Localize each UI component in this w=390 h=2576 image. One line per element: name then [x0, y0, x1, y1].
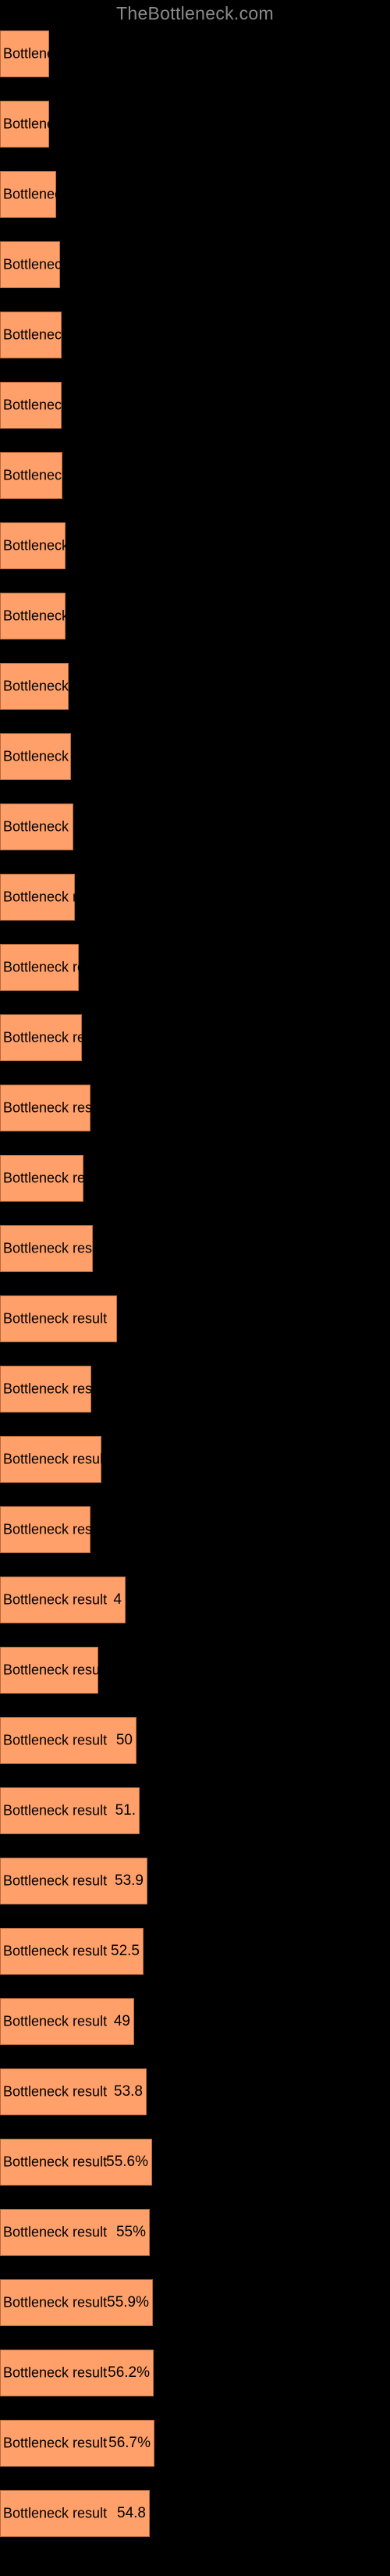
chart-row: Bottleneck result53.8 [0, 2068, 390, 2115]
bar-value-label: 55.6% [106, 2154, 151, 2171]
chart-bar: 51. [0, 1787, 140, 1834]
chart-bar: 4 [0, 1577, 126, 1623]
chart-bar [0, 733, 71, 780]
chart-bar: 50 [0, 1717, 136, 1764]
chart-row: Bottleneck result [0, 312, 390, 358]
bar-value-label: 56.2% [108, 2364, 153, 2382]
bar-value-label: 53.9 [115, 1872, 147, 1890]
chart-row: Bottleneck result [0, 593, 390, 640]
chart-row: Bottleneck result [0, 1366, 390, 1413]
bar-value-label: 56.7% [108, 2435, 154, 2452]
chart-bar: 55.6% [0, 2139, 152, 2186]
bar-value-label: 50 [116, 1732, 136, 1749]
chart-bar: 55% [0, 2209, 150, 2256]
bar-value-label: 52.5 [111, 1943, 143, 1960]
chart-row: Bottleneck result [0, 30, 390, 77]
chart-row: Bottleneck result55% [0, 2209, 390, 2256]
chart-row: Bottleneck result [0, 874, 390, 921]
chart-bar [0, 312, 62, 358]
bar-value-label: 54.8 [117, 2505, 149, 2522]
chart-bar: 52.5 [0, 1928, 144, 1975]
chart-bar: 56.2% [0, 2350, 154, 2396]
bar-value-label: 55.9% [107, 2294, 152, 2311]
chart-bar [0, 1295, 117, 1342]
bottleneck-bar-chart: Bottleneck result Bottleneck result Bottle… [0, 30, 390, 2576]
chart-bar: 54.8 [0, 2490, 150, 2537]
chart-row: Bottleneck result [0, 1295, 390, 1342]
chart-row: Bottleneck result [0, 101, 390, 148]
chart-row: Bottleneck result [0, 1436, 390, 1483]
chart-row: Bottleneck result [0, 171, 390, 218]
page-header: TheBottleneck.com [0, 0, 390, 30]
chart-row: Bottleneck result4 [0, 1577, 390, 1623]
chart-bar [0, 522, 66, 569]
chart-bar [0, 1014, 82, 1061]
chart-bar [0, 663, 69, 710]
chart-row: Bottleneck result [0, 452, 390, 499]
chart-row: Bottleneck result [0, 1647, 390, 1694]
chart-bar [0, 1085, 90, 1131]
chart-bar [0, 1366, 91, 1413]
chart-row: Bottleneck result [0, 733, 390, 780]
chart-bar [0, 101, 49, 148]
chart-bar: 56.7% [0, 2420, 154, 2467]
chart-bar [0, 1647, 98, 1694]
chart-row: Bottleneck result [0, 1225, 390, 1272]
chart-bar [0, 944, 79, 991]
chart-bar: 49 [0, 1998, 134, 2045]
chart-row: Bottleneck result [0, 1085, 390, 1131]
chart-row: Bottleneck result50 [0, 1717, 390, 1764]
chart-row: Bottleneck result53.9 [0, 1858, 390, 1904]
chart-bar [0, 803, 73, 850]
chart-row: Bottleneck result51. [0, 1787, 390, 1834]
chart-bar [0, 1436, 101, 1483]
site-title: TheBottleneck.com [116, 3, 274, 23]
chart-bar [0, 1225, 93, 1272]
chart-row: Bottleneck result [0, 803, 390, 850]
chart-bar: 53.8 [0, 2068, 147, 2115]
chart-bar [0, 30, 49, 77]
chart-row: Bottleneck result [0, 522, 390, 569]
chart-bar [0, 171, 56, 218]
chart-row: Bottleneck result55.6% [0, 2139, 390, 2186]
chart-row: Bottleneck result [0, 1014, 390, 1061]
chart-row: Bottleneck result56.2% [0, 2350, 390, 2396]
chart-bar: 53.9 [0, 1858, 147, 1904]
chart-row: Bottleneck result52.5 [0, 1928, 390, 1975]
chart-row: Bottleneck result49 [0, 1998, 390, 2045]
chart-bar [0, 452, 62, 499]
chart-row: Bottleneck result54.8 [0, 2490, 390, 2537]
chart-row: Bottleneck result [0, 382, 390, 429]
chart-row: Bottleneck result56.7% [0, 2420, 390, 2467]
chart-row: Bottleneck result [0, 241, 390, 288]
chart-bar [0, 1506, 90, 1553]
chart-row: Bottleneck result [0, 1155, 390, 1202]
chart-bar: 55.9% [0, 2279, 153, 2326]
chart-bar [0, 593, 66, 640]
chart-bar [0, 874, 75, 921]
bar-value-label: 49 [114, 2013, 133, 2030]
chart-row: Bottleneck result55.9% [0, 2279, 390, 2326]
chart-bar [0, 241, 60, 288]
chart-bar [0, 1155, 83, 1202]
chart-row: Bottleneck result [0, 663, 390, 710]
bar-value-label: 53.8 [114, 2083, 146, 2100]
chart-row: Bottleneck result [0, 1506, 390, 1553]
chart-row: Bottleneck result [0, 944, 390, 991]
bar-value-label: 51. [115, 1802, 139, 1819]
bar-value-label: 55% [116, 2224, 149, 2241]
bar-value-label: 4 [113, 1591, 125, 1609]
chart-bar [0, 382, 62, 429]
